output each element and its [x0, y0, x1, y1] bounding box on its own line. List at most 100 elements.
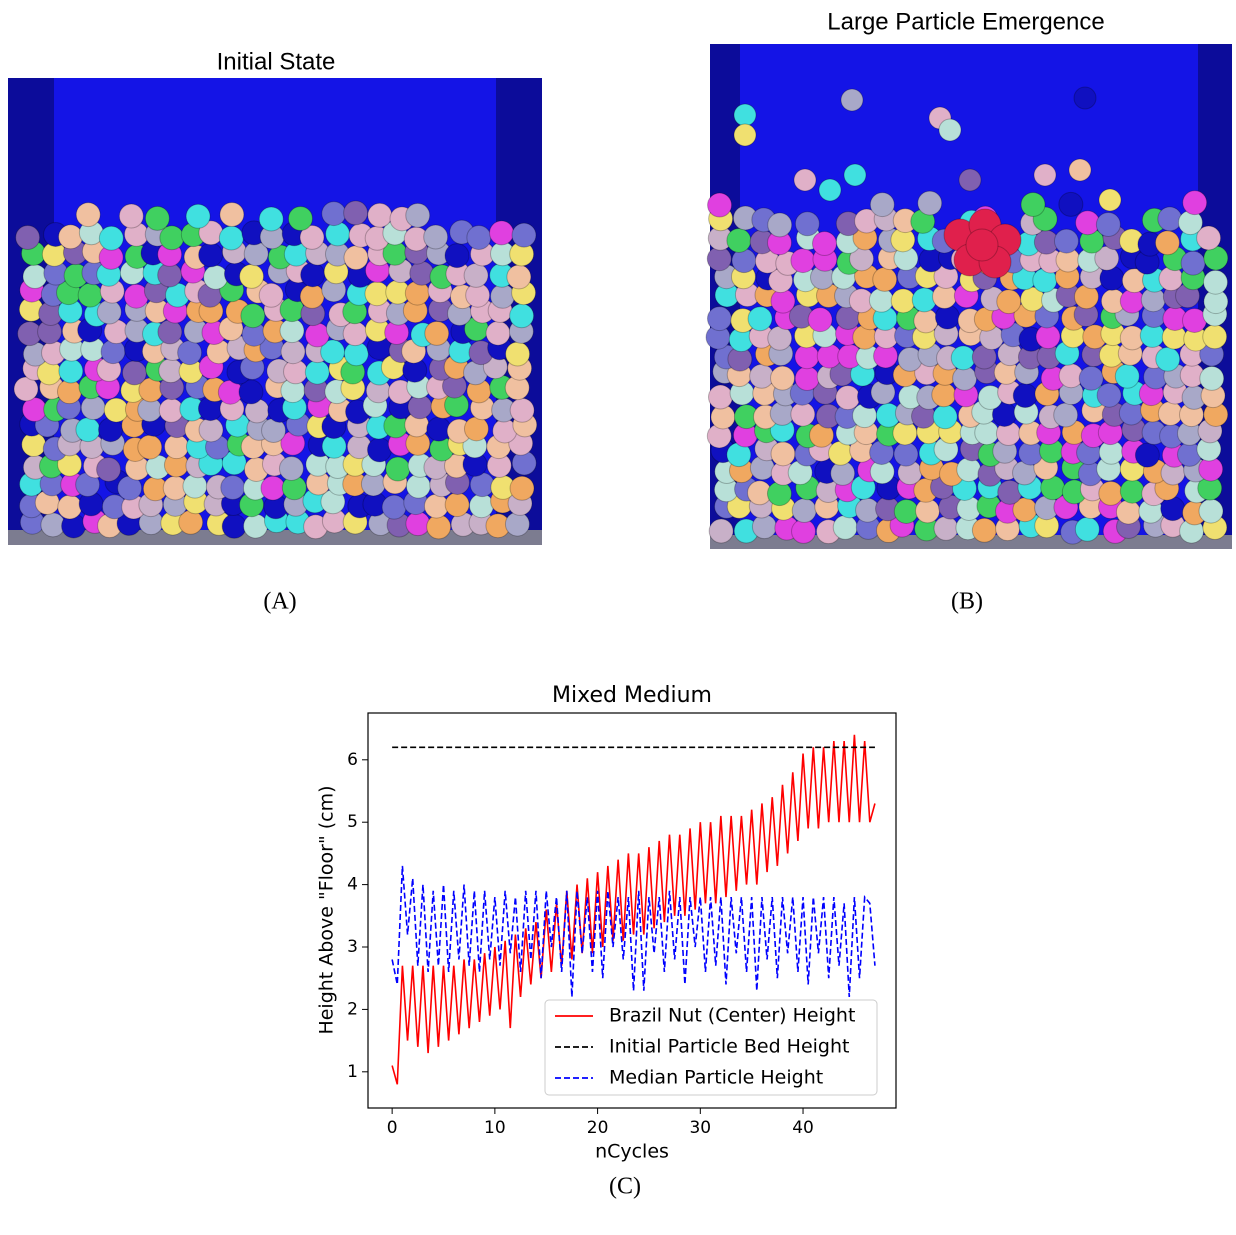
- particle: [505, 341, 531, 367]
- particle: [343, 200, 369, 226]
- particle: [971, 517, 997, 543]
- particle: [1096, 382, 1122, 408]
- particle: [835, 385, 861, 411]
- particle: [1053, 228, 1079, 254]
- particle: [198, 417, 224, 443]
- particle: [890, 288, 916, 314]
- particle: [468, 493, 494, 519]
- particle: [221, 513, 247, 539]
- particle: [22, 264, 48, 290]
- particle: [96, 299, 122, 325]
- particle: [794, 211, 820, 237]
- particle: [794, 366, 820, 392]
- particle: [1075, 210, 1101, 236]
- particle: [1134, 442, 1160, 468]
- particle: [426, 514, 452, 540]
- particle: [58, 358, 84, 384]
- particle: [818, 178, 842, 202]
- caption: (A): [263, 589, 296, 615]
- particle: [58, 224, 84, 250]
- particle: [466, 224, 492, 250]
- particle: [1033, 163, 1057, 187]
- particle: [749, 363, 775, 389]
- particle: [299, 224, 325, 250]
- particle: [1198, 498, 1224, 524]
- particle: [304, 322, 330, 348]
- particle: [708, 518, 734, 544]
- particle: [157, 319, 183, 345]
- particle: [933, 515, 959, 541]
- render-floor: [8, 530, 542, 545]
- particle: [872, 266, 898, 292]
- particle: [75, 202, 101, 228]
- particle: [137, 434, 163, 460]
- particle: [287, 206, 313, 232]
- particle: [405, 511, 431, 537]
- particle: [706, 306, 732, 332]
- chart: 0 10 20 30 40 1 2 3 4 5 6 Brazil Nut (Center) Heigh…: [347, 712, 897, 1138]
- particle: [238, 379, 264, 405]
- particle: [832, 514, 858, 540]
- y-tick-label: 5: [347, 812, 358, 832]
- x-tick-label: 10: [484, 1118, 506, 1138]
- particle: [203, 264, 229, 290]
- particle: [770, 365, 796, 391]
- particle: [218, 225, 244, 251]
- particle: [381, 494, 407, 520]
- particle: [726, 227, 752, 253]
- particle: [304, 359, 330, 385]
- particle: [1020, 192, 1046, 218]
- particle: [1196, 225, 1222, 251]
- particle: [177, 340, 203, 366]
- particle: [1053, 402, 1079, 428]
- particle: [1098, 480, 1124, 506]
- particle: [996, 289, 1022, 315]
- panel-title: Large Particle Emergence: [827, 8, 1104, 35]
- particle: [258, 206, 284, 232]
- y-tick-label: 6: [347, 750, 358, 770]
- particle: [893, 498, 919, 524]
- particle: [509, 303, 535, 329]
- particle: [424, 320, 450, 346]
- particle: [1095, 211, 1121, 237]
- particle: [258, 282, 284, 308]
- particle: [164, 434, 190, 460]
- particle: [239, 263, 265, 289]
- particle: [956, 457, 982, 483]
- particle: [812, 231, 838, 257]
- legend-box: [544, 999, 878, 1096]
- y-axis-label: Height Above "Floor" (cm): [316, 785, 338, 1034]
- x-tick-label: 0: [387, 1118, 398, 1138]
- particle: [807, 307, 833, 333]
- particle: [913, 308, 939, 334]
- particle: [931, 382, 957, 408]
- particle: [367, 202, 393, 228]
- x-tick-label: 20: [587, 1118, 609, 1138]
- particle: [343, 245, 369, 271]
- legend-label: Brazil Nut (Center) Height: [609, 1005, 855, 1027]
- particle: [444, 243, 470, 269]
- particle: [509, 397, 535, 423]
- particle: [1157, 400, 1183, 426]
- particle: [463, 416, 489, 442]
- particle: [733, 123, 757, 147]
- particle: [1203, 269, 1229, 295]
- series-line: [391, 734, 876, 1085]
- particle: [278, 455, 304, 481]
- particle: [463, 262, 489, 288]
- particle: [1180, 250, 1206, 276]
- x-axis-label: nCycles: [595, 1141, 669, 1163]
- legend-label: Initial Particle Bed Height: [609, 1036, 850, 1058]
- particle: [1012, 383, 1038, 409]
- particle: [490, 283, 516, 309]
- particle: [299, 283, 325, 309]
- particle: [405, 473, 431, 499]
- particle: [280, 339, 306, 365]
- particle: [75, 417, 101, 443]
- particle: [509, 475, 535, 501]
- particle: [444, 492, 470, 518]
- particle: [511, 222, 537, 248]
- particle: [869, 192, 895, 218]
- particle: [1202, 324, 1228, 350]
